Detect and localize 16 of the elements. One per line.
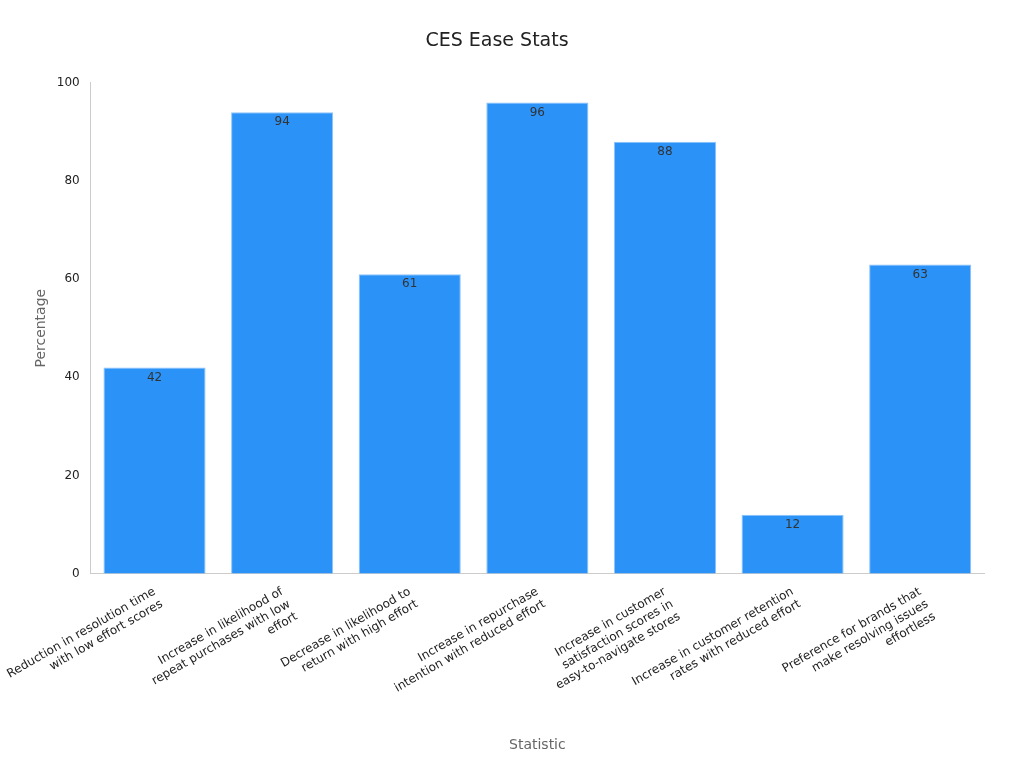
data-label: 61 — [402, 276, 418, 291]
data-label: 63 — [912, 266, 928, 281]
data-label: 42 — [146, 369, 163, 384]
x-axis-title: Statistic — [509, 736, 566, 753]
y-tick-label: 80 — [64, 173, 80, 188]
y-axis-title: Percentage — [32, 288, 49, 368]
chart-title: CES Ease Stats — [425, 28, 569, 51]
data-label: 12 — [784, 516, 801, 531]
y-tick-label: 40 — [64, 369, 80, 384]
data-label: 96 — [529, 104, 545, 119]
data-label: 94 — [274, 114, 290, 129]
y-tick-label: 0 — [72, 565, 80, 580]
y-tick-label: 60 — [64, 271, 80, 286]
y-tick-label: 20 — [64, 467, 80, 482]
y-tick-label: 100 — [56, 74, 80, 89]
data-label: 88 — [657, 143, 673, 158]
